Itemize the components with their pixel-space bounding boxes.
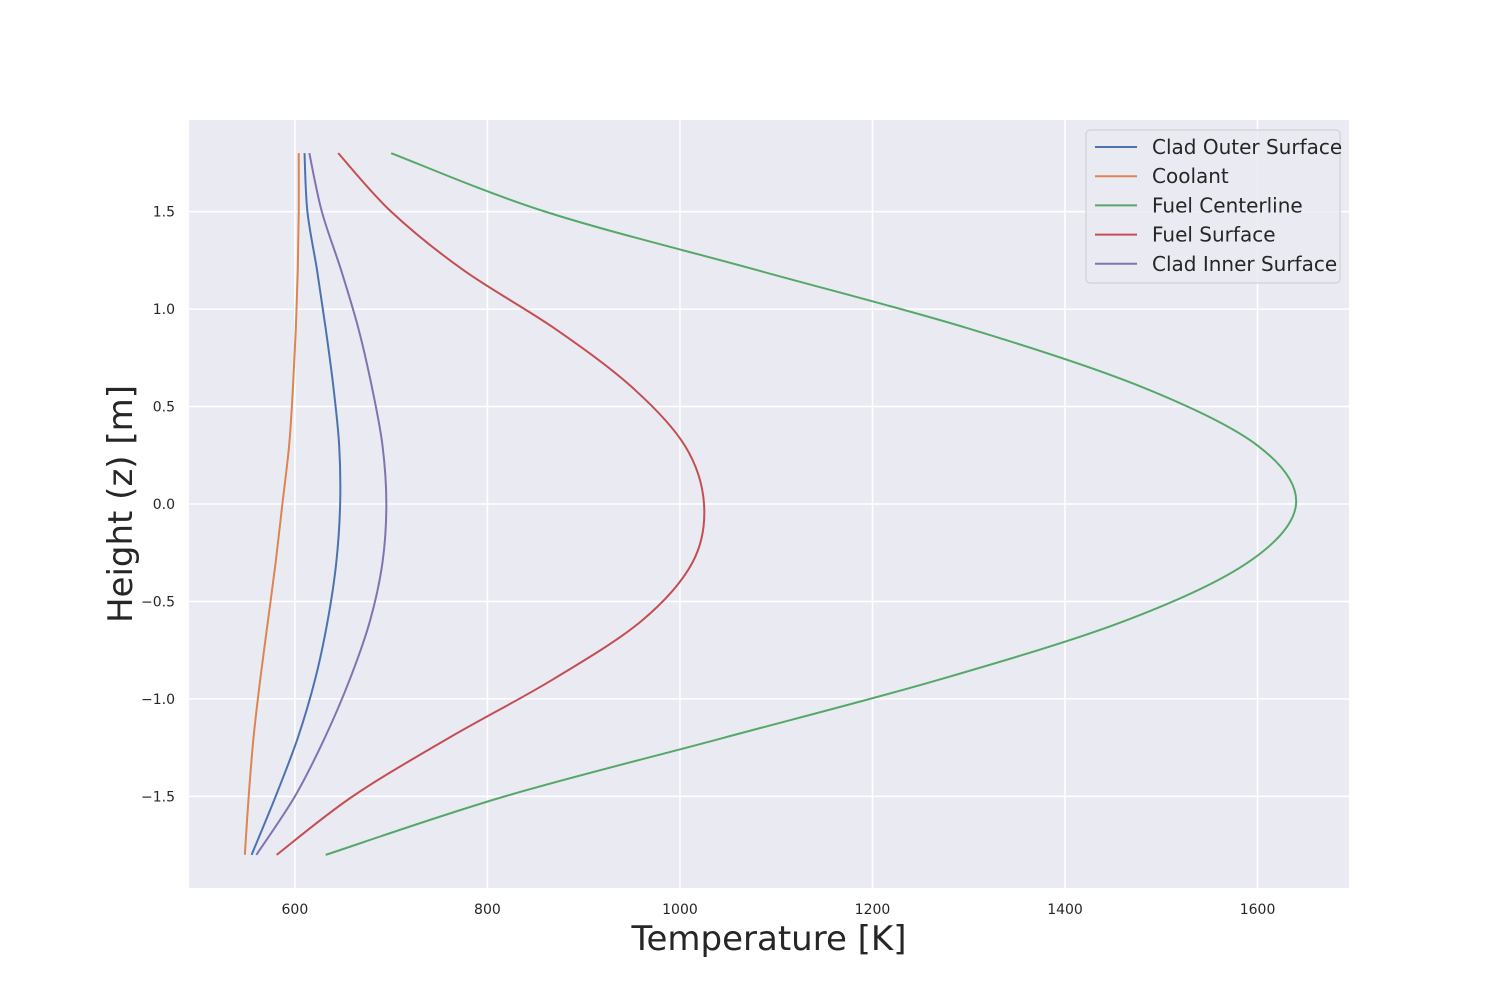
series-line-fuel-centerline	[325, 152, 1298, 856]
x-tick-label: 1400	[1047, 902, 1083, 918]
legend-box	[1085, 129, 1341, 284]
y-tick-label: 0.5	[153, 400, 175, 416]
series-lines	[243, 152, 1298, 856]
x-axis-label: Temperature [K]	[630, 919, 906, 959]
x-tick-label: 800	[474, 902, 501, 918]
y-tick-label: −1.5	[141, 789, 175, 805]
legend-label-clad-inner-surface: Clad Inner Surface	[1152, 252, 1337, 276]
y-tick-label: 1.0	[153, 302, 175, 318]
x-tick-label: 1600	[1240, 902, 1276, 918]
x-tick-label: 600	[282, 902, 309, 918]
x-tick-label: 1000	[662, 902, 698, 918]
series-line-clad-inner-surface	[255, 152, 388, 856]
x-tick-label: 1200	[855, 902, 891, 918]
legend-label-fuel-surface: Fuel Surface	[1152, 223, 1276, 247]
legend-label-clad-outer-surface: Clad Outer Surface	[1152, 135, 1342, 159]
y-tick-label: −1.0	[141, 692, 175, 708]
legend-label-fuel-centerline: Fuel Centerline	[1152, 193, 1303, 217]
grid-lines	[189, 120, 1349, 888]
series-line-coolant	[243, 153, 300, 855]
legend: Clad Outer Surface Coolant Fuel Centerline…	[1085, 129, 1342, 284]
y-tick-label: −0.5	[141, 594, 175, 610]
y-tick-label: 1.5	[153, 205, 175, 221]
series-line-clad-outer-surface	[250, 153, 342, 856]
series-line-fuel-surface	[275, 152, 706, 856]
y-axis-label: Height (z) [m]	[101, 385, 141, 623]
tick-labels: 600 800 1000 1200 1400 1600 −1.5 −1.0 −0.5 0.0 0.5…	[141, 205, 1275, 918]
y-tick-label: 0.0	[153, 497, 175, 513]
legend-label-coolant: Coolant	[1152, 164, 1229, 188]
